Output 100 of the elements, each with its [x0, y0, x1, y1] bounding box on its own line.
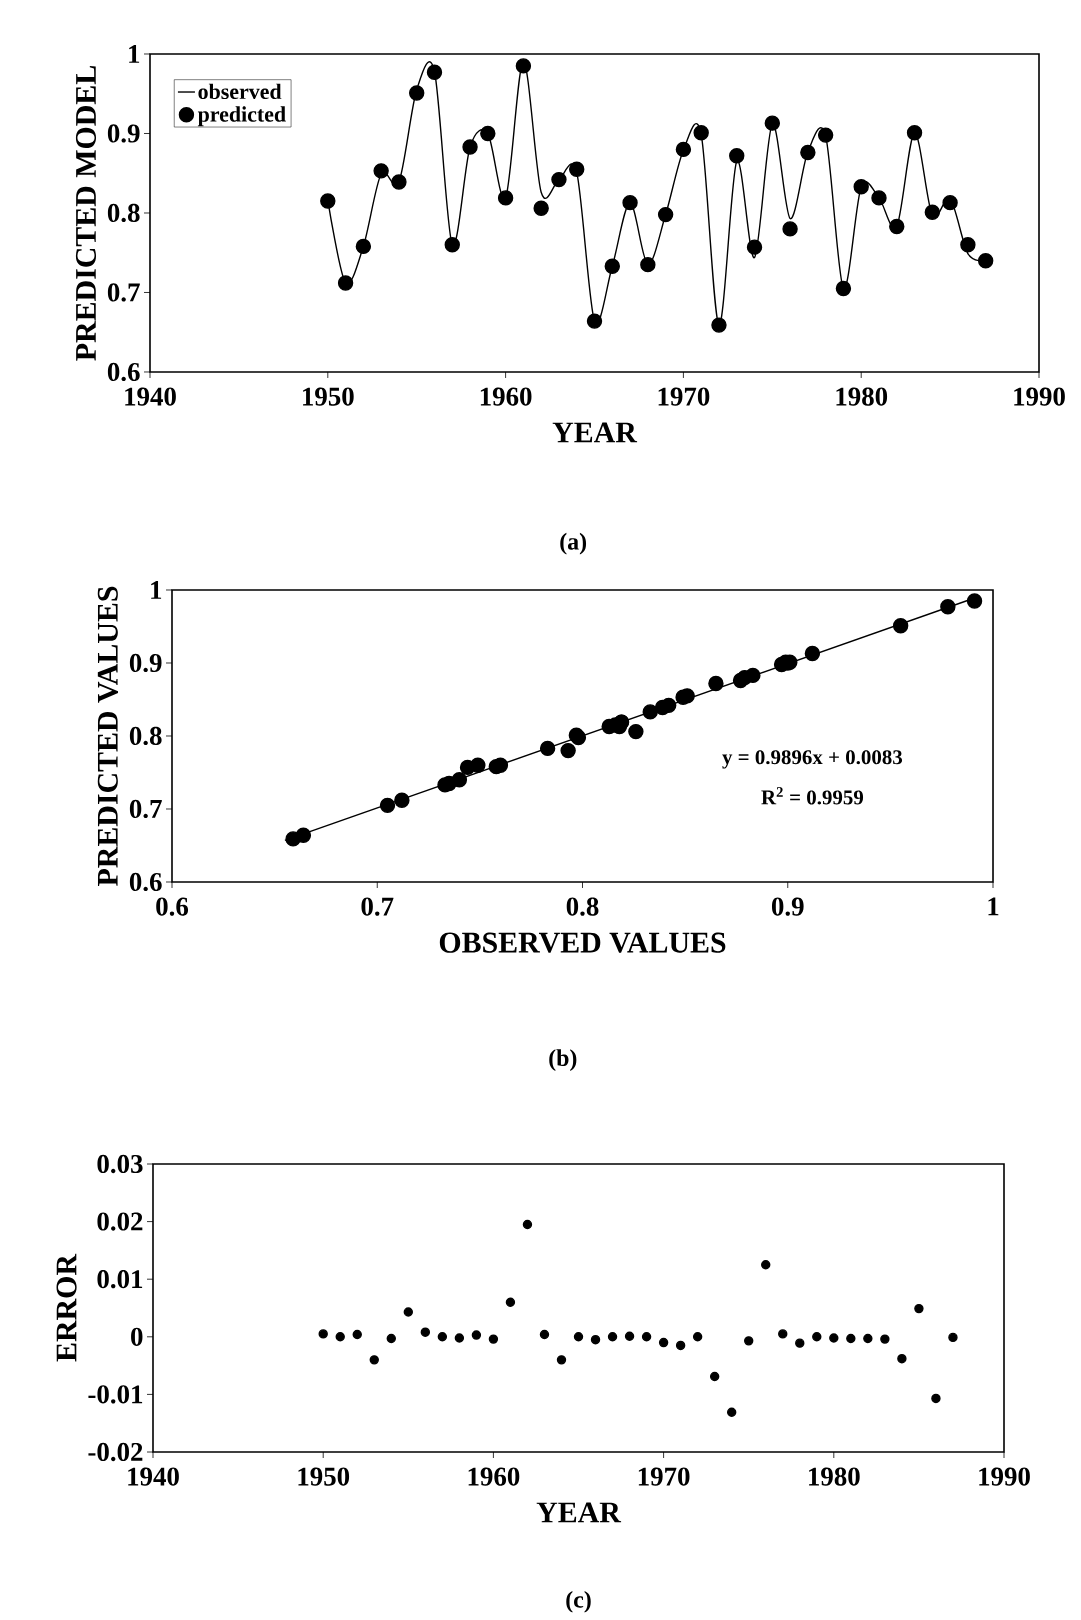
point [409, 85, 425, 101]
point [675, 141, 692, 158]
point [708, 675, 724, 692]
point [641, 1332, 652, 1342]
y-tick-label: 0.7 [107, 283, 140, 302]
point [622, 194, 638, 211]
point [906, 124, 923, 141]
point [426, 64, 443, 80]
point [369, 1355, 379, 1365]
point [914, 1303, 924, 1314]
y-tick-label: 0.8 [129, 726, 162, 746]
annotation: R$^{2}$ = 0.9959 [761, 787, 864, 805]
point [853, 179, 869, 195]
y-tick-label: 0.9 [129, 653, 162, 673]
point [846, 1333, 856, 1344]
x-tick-label: 1940 [128, 1467, 179, 1486]
text: (c) [566, 1590, 591, 1613]
point [892, 618, 909, 634]
point [817, 127, 834, 143]
x-tick-label: 0.9 [771, 897, 804, 916]
point [607, 1332, 618, 1342]
point [470, 757, 486, 773]
point [444, 237, 460, 253]
y-tick-label: 0.9 [107, 124, 140, 143]
point [551, 171, 567, 188]
y-tick-label: 0 [131, 1327, 143, 1346]
x-tick-label: 1970 [658, 387, 710, 406]
point [394, 792, 410, 808]
point [539, 1329, 550, 1340]
point [746, 239, 763, 255]
x-axis-title: YEAR [552, 422, 638, 443]
y-tick-label: 0.7 [129, 799, 162, 819]
y-tick-label: 0.02 [97, 1212, 143, 1231]
x-tick-label: 1960 [480, 387, 532, 406]
legend-label: observed [198, 83, 282, 100]
point [692, 1332, 703, 1342]
point [744, 1336, 754, 1346]
point [403, 1307, 413, 1317]
point [661, 697, 677, 714]
point [497, 190, 514, 206]
annotation: y = 0.9896x + 0.0083 [722, 750, 903, 769]
y-tick-label: 0.8 [107, 203, 140, 223]
x-tick-label: 1990 [1014, 387, 1065, 406]
text: (b) [549, 1049, 577, 1071]
point [454, 1333, 465, 1343]
point [764, 115, 780, 131]
y-axis-title: PREDICTED MODEL [75, 66, 97, 361]
point [871, 190, 887, 206]
point [977, 252, 994, 269]
y-tick-label: 1 [129, 45, 140, 63]
point [732, 672, 749, 689]
point [940, 599, 956, 615]
point [795, 1338, 805, 1348]
y-axis-title: PREDICTED VALUES [97, 586, 119, 886]
y-tick-label: -0.01 [88, 1385, 143, 1404]
point [924, 204, 941, 220]
point [829, 1333, 839, 1343]
point [488, 1334, 499, 1344]
point [889, 218, 905, 235]
point [729, 148, 745, 164]
point [471, 1330, 482, 1340]
x-tick-label: 1980 [836, 387, 888, 406]
point [320, 193, 336, 209]
point [863, 1333, 873, 1344]
y-tick-label: 0.6 [107, 362, 140, 382]
point [379, 797, 396, 814]
point [352, 1329, 362, 1340]
legend-label: predicted [197, 106, 286, 127]
point [462, 139, 478, 155]
text: (a) [560, 532, 587, 555]
x-tick-label: 1980 [809, 1467, 860, 1486]
point [373, 163, 389, 179]
x-tick-label: 1 [988, 897, 999, 916]
point [948, 1332, 958, 1343]
x-axis-title: YEAR [536, 1502, 622, 1523]
point [657, 206, 674, 223]
point [931, 1393, 941, 1404]
x-tick-label: 1950 [298, 1467, 350, 1486]
point [897, 1353, 907, 1364]
y-tick-label: 0.01 [97, 1270, 143, 1289]
point [437, 1332, 448, 1342]
point [533, 200, 549, 216]
point [590, 1334, 601, 1345]
point [880, 1334, 890, 1344]
point [515, 58, 532, 74]
point [522, 1219, 533, 1230]
y-axis-title: ERROR [56, 1253, 77, 1362]
point [318, 1329, 328, 1339]
x-tick-label: 1960 [468, 1467, 520, 1486]
point [800, 144, 816, 161]
point [624, 1331, 635, 1341]
point [604, 258, 620, 274]
point [693, 124, 709, 141]
point [337, 275, 354, 291]
point [480, 125, 496, 142]
point [711, 317, 727, 333]
point [420, 1327, 431, 1337]
point [675, 1340, 686, 1351]
point [960, 237, 976, 253]
point [451, 772, 468, 788]
